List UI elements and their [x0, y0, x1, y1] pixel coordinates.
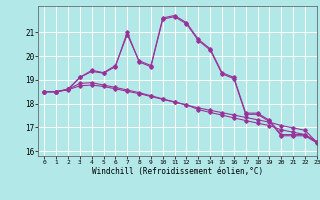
X-axis label: Windchill (Refroidissement éolien,°C): Windchill (Refroidissement éolien,°C)	[92, 167, 263, 176]
